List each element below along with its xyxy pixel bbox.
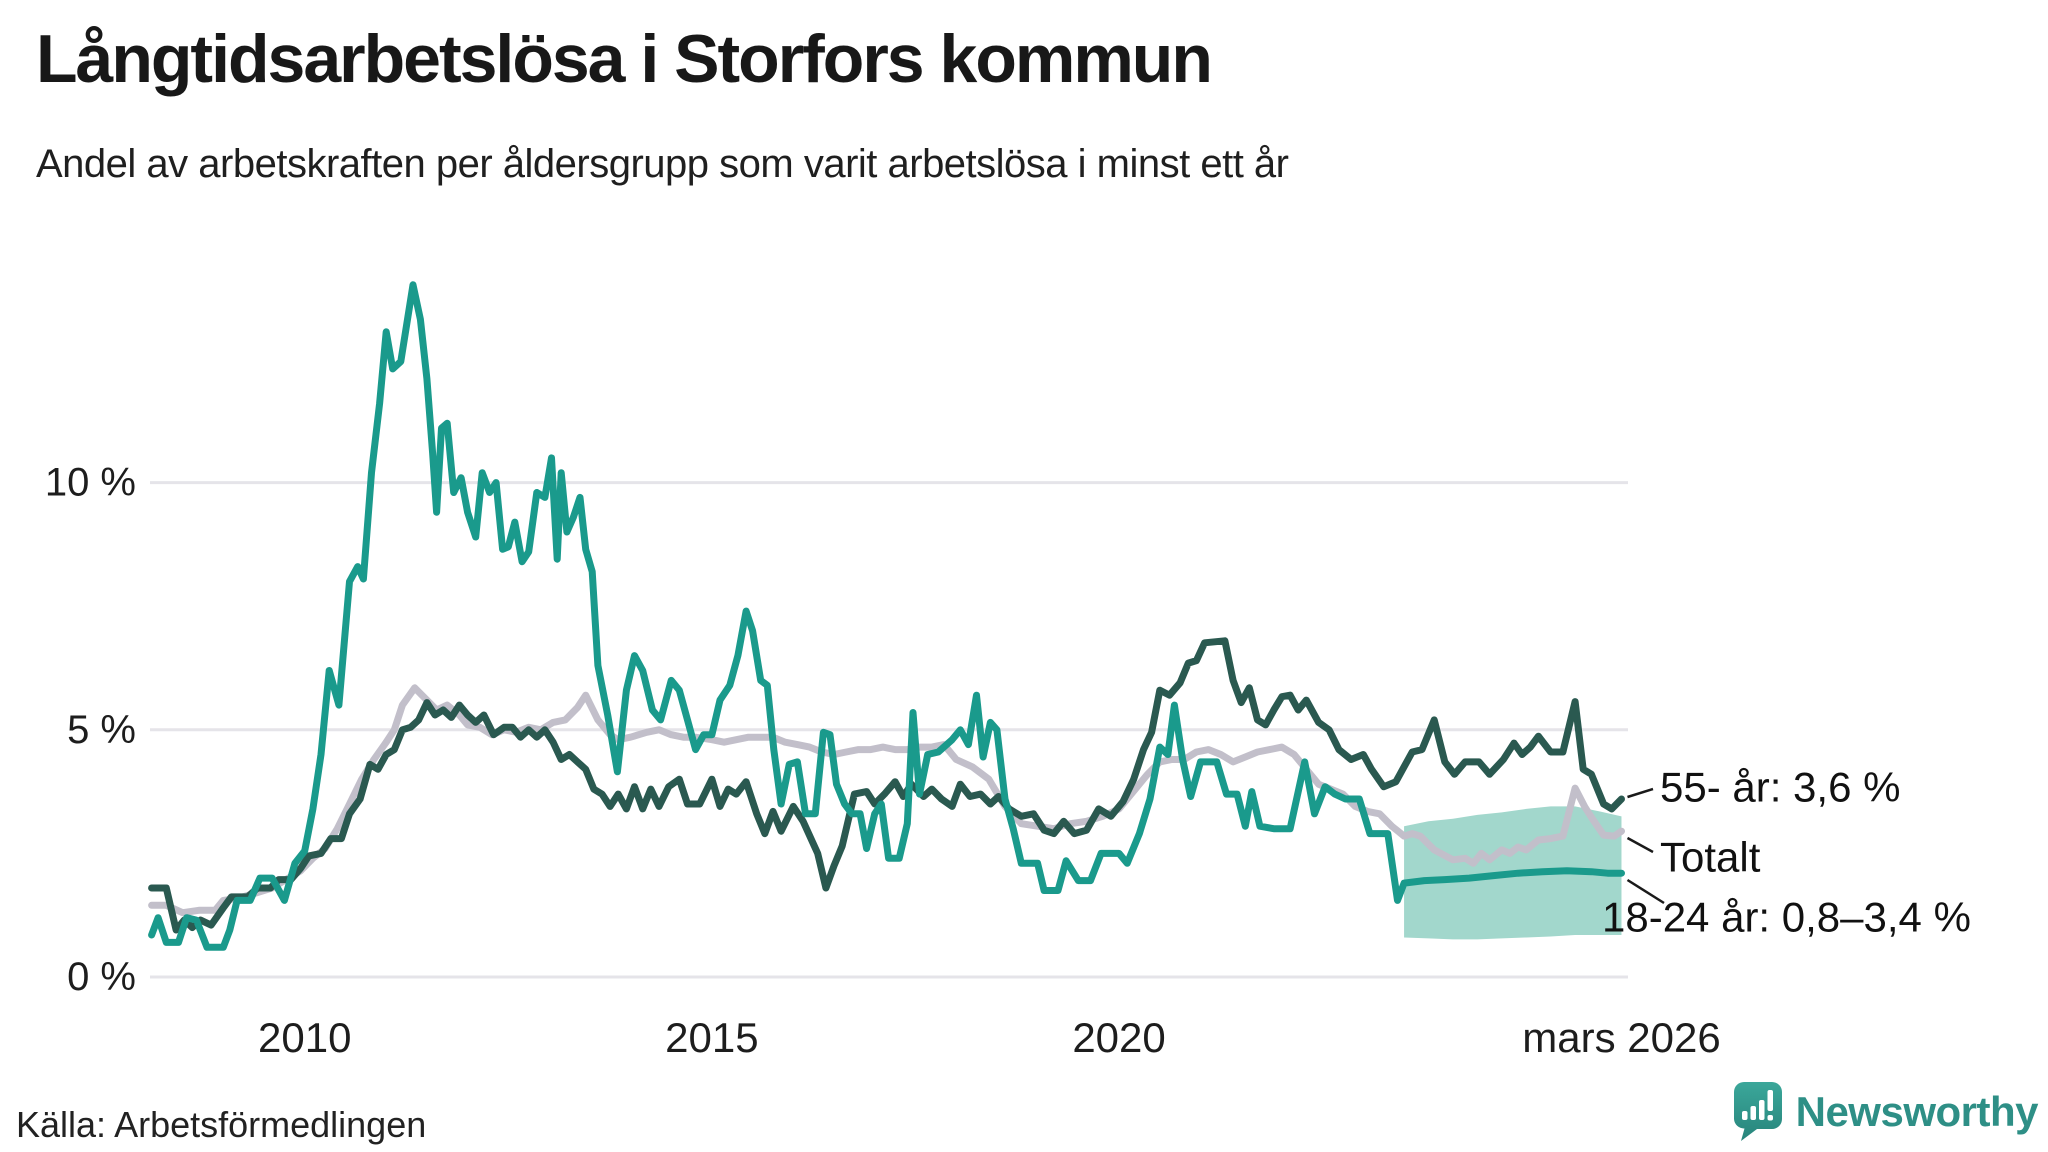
chart-subtitle: Andel av arbetskraften per åldersgrupp s… — [36, 142, 1289, 186]
series-annotation-label: 55- år: 3,6 % — [1660, 764, 1900, 811]
annotation-leader-line — [1627, 787, 1654, 799]
series-annotation-label: 18-24 år: 0,8–3,4 % — [1602, 894, 1971, 941]
source-note: Källa: Arbetsförmedlingen — [16, 1104, 427, 1145]
annotation-leader-line — [1626, 878, 1665, 905]
series-annotation-label: Totalt — [1660, 834, 1761, 881]
x-tick-label: 2015 — [665, 1014, 758, 1061]
y-tick-label: 0 % — [67, 955, 136, 999]
x-tick-label: mars 2026 — [1522, 1014, 1720, 1061]
series-line-18-24-r — [148, 281, 1625, 951]
y-tick-label: 5 % — [67, 708, 136, 752]
chart-title: Långtidsarbetslösa i Storfors kommun — [36, 21, 1213, 97]
x-tick-label: 2010 — [258, 1014, 351, 1061]
x-tick-label: 2020 — [1072, 1014, 1165, 1061]
newsworthy-speech-bubble-chart-icon — [1733, 1082, 1782, 1141]
series-line-totalt — [148, 684, 1625, 917]
newsworthy-wordmark: Newsworthy — [1795, 1088, 2039, 1135]
annotation-leader-line — [1626, 836, 1654, 854]
series-line-55-r — [148, 637, 1625, 934]
newsworthy-branding: Newsworthy — [1733, 1082, 2039, 1142]
y-tick-label: 10 % — [45, 461, 136, 505]
